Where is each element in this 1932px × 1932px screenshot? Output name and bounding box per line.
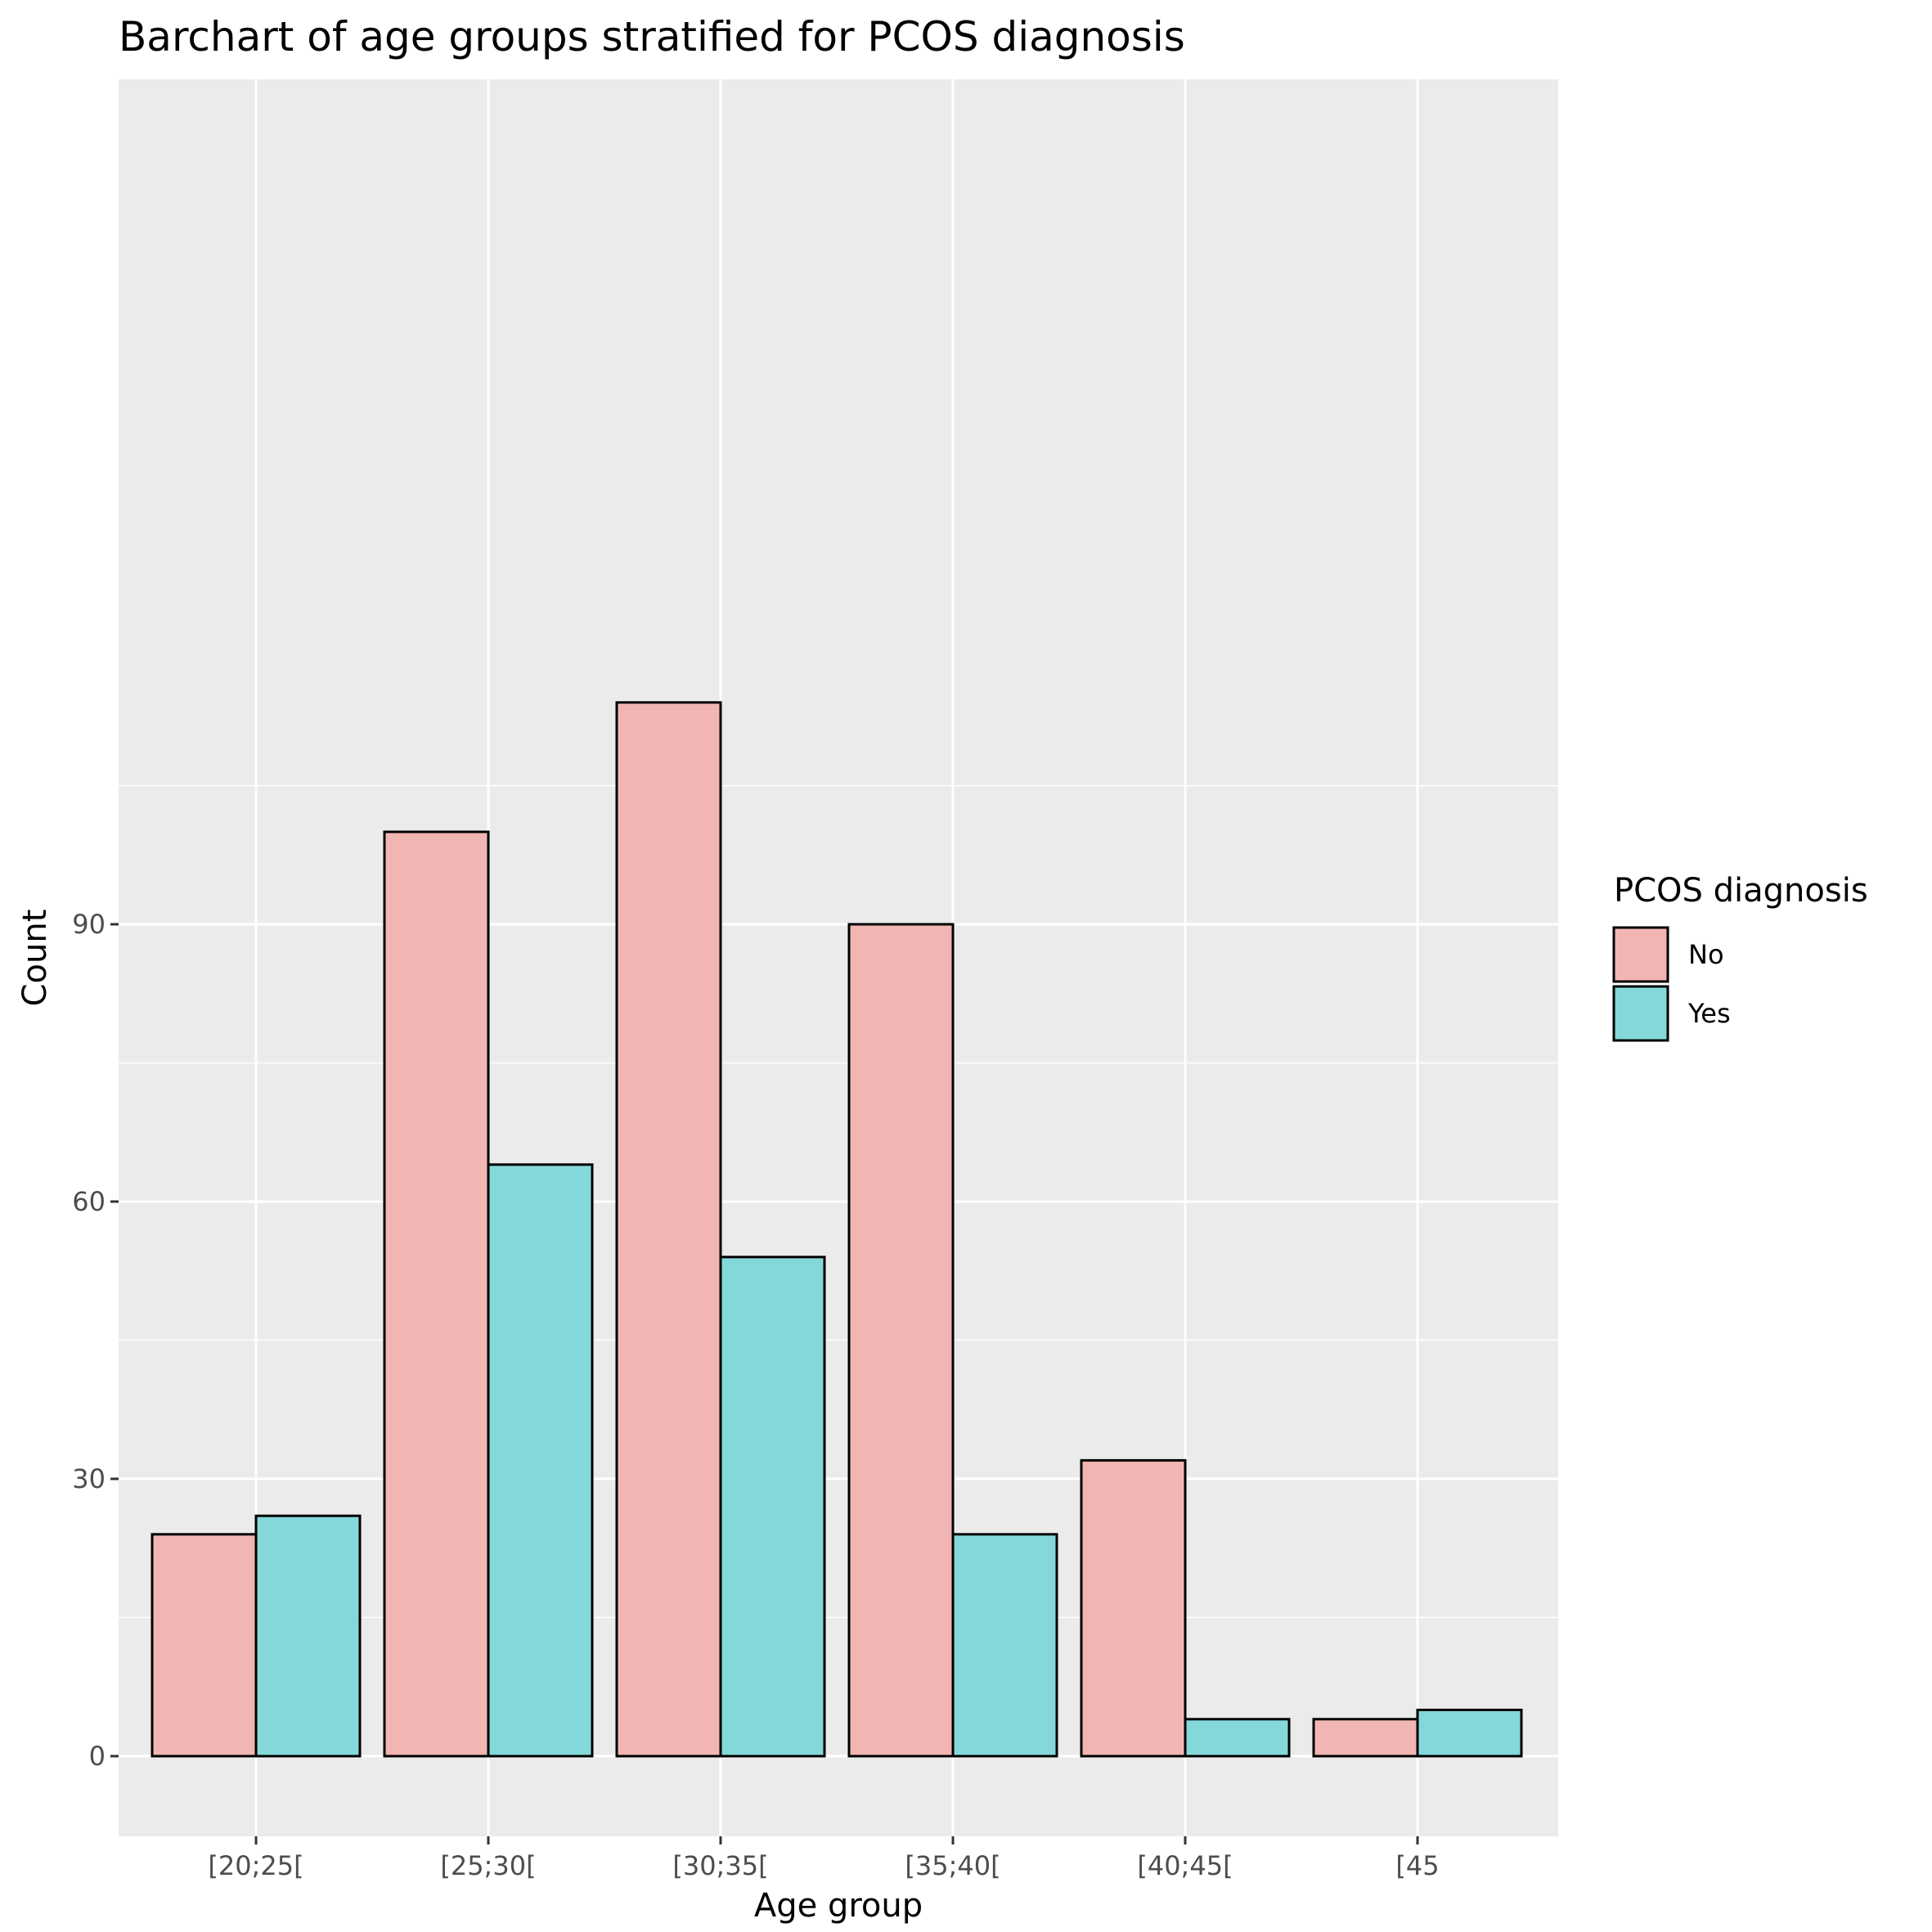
chart-title: Barchart of age groups stratified for PC… bbox=[119, 13, 1185, 61]
bar-yes bbox=[1416, 1709, 1523, 1758]
x-axis-title: Age group bbox=[754, 1887, 923, 1925]
bar-no bbox=[1080, 1458, 1187, 1758]
legend-title: PCOS diagnosis bbox=[1614, 872, 1868, 910]
bar-yes bbox=[1184, 1718, 1291, 1758]
x-tick-label: [20;25[ bbox=[208, 1850, 303, 1881]
bar-yes bbox=[719, 1256, 826, 1758]
bar-no bbox=[383, 830, 490, 1758]
bar-yes bbox=[951, 1533, 1058, 1758]
y-tick-label: 60 bbox=[72, 1186, 106, 1217]
x-tick-label: [25;30[ bbox=[440, 1850, 536, 1881]
bar-no bbox=[1312, 1718, 1419, 1758]
bars-group bbox=[151, 701, 1523, 1758]
bar-yes bbox=[254, 1514, 362, 1758]
x-tick-label: [45 bbox=[1395, 1850, 1439, 1881]
y-tick-label: 0 bbox=[89, 1741, 106, 1772]
bar-yes bbox=[487, 1163, 594, 1758]
x-tick-label: [40;45[ bbox=[1137, 1850, 1233, 1881]
legend-label-yes: Yes bbox=[1687, 998, 1731, 1029]
legend-key-yes bbox=[1612, 985, 1669, 1042]
legend-key-no bbox=[1612, 926, 1669, 983]
x-tick-label: [35;40[ bbox=[905, 1850, 1000, 1881]
bar-no bbox=[615, 701, 722, 1758]
y-axis: 0 30 60 90 bbox=[72, 909, 119, 1772]
x-tick-label: [30;35[ bbox=[672, 1850, 768, 1881]
y-tick-label: 30 bbox=[72, 1463, 106, 1494]
legend-label-no: No bbox=[1688, 939, 1724, 970]
bar-no bbox=[151, 1533, 258, 1758]
legend: PCOS diagnosis No Yes bbox=[1612, 872, 1868, 1042]
x-axis: [20;25[ [25;30[ [30;35[ [35;40[ [40;45[ [45 bbox=[208, 1836, 1440, 1881]
bar-no bbox=[847, 923, 955, 1758]
y-tick-label: 90 bbox=[72, 909, 106, 940]
legend-items: No Yes bbox=[1612, 926, 1731, 1042]
y-axis-title: Count bbox=[16, 910, 54, 1007]
